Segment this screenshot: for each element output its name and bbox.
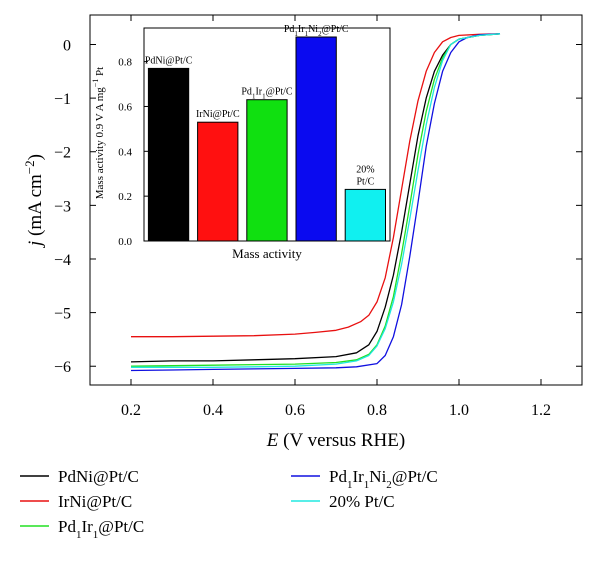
x-tick-label: 0.6 [285, 402, 305, 419]
inset-y-tick-label: 0.2 [118, 191, 132, 203]
x-tick-label: 1.0 [449, 402, 469, 419]
inset-y-tick-label: 0.0 [118, 236, 132, 248]
legend-label-4: Pd1Ir1Ni2@Pt/C [329, 467, 438, 491]
series-line-5 [131, 33, 501, 368]
inset-y-tick-label: 0.8 [118, 57, 132, 69]
bar-label-4: Pd1Ir1Ni2@Pt/C [284, 24, 349, 38]
inset-y-axis-label-tail: Pt [94, 67, 106, 79]
main-plot-frame [89, 14, 583, 386]
y-axis-label-symbol: j [25, 241, 46, 249]
main-chart: 0 −1 −2 −3 −4 −5 −6 0.2 0.4 0.6 0.8 1.0 1.2 E (V ve… [22, 14, 583, 451]
y-axis-label-sup: −2 [22, 160, 37, 174]
legend-label-1: PdNi@Pt/C [58, 467, 139, 486]
y-axis-label-close: ) [25, 154, 46, 160]
y-tick-label: −6 [54, 359, 71, 376]
x-tick-label: 1.2 [531, 402, 551, 419]
y-tick-label: −1 [54, 91, 71, 108]
inset-y-axis-label: Mass activity 0.9 V A mg−1 Pt [91, 67, 106, 200]
bar-label-5: 20% [356, 164, 374, 175]
x-tick-label: 0.4 [203, 402, 223, 419]
series-line-4 [130, 33, 501, 372]
y-tick-label: −3 [54, 198, 71, 215]
bar-label-1: PdNi@Pt/C [145, 55, 193, 66]
x-tick-label: 0.8 [367, 402, 387, 419]
bar-label-2: IrNi@Pt/C [196, 109, 240, 120]
inset-x-axis-label: Mass activity [232, 246, 302, 261]
inset-y-axis-label-sup: −1 [91, 79, 100, 88]
y-tick-label: −5 [54, 306, 71, 323]
bar-5 [344, 188, 387, 242]
x-axis-label-text: (V versus RHE) [278, 430, 405, 451]
bar-label-5: Pt/C [357, 176, 375, 187]
bar-3 [246, 99, 288, 242]
x-tick-label: 0.2 [121, 402, 141, 419]
bar-1 [147, 67, 190, 242]
bar-4 [295, 36, 337, 242]
x-axis-label: E (V versus RHE) [266, 430, 405, 451]
y-axis-label: j (mA cm−2) [22, 154, 46, 249]
main-x-axis: 0.2 0.4 0.6 0.8 1.0 1.2 [121, 15, 551, 419]
main-y-axis: 0 −1 −2 −3 −4 −5 −6 [54, 37, 582, 376]
y-tick-label: −2 [54, 145, 71, 162]
inset-y-axis: 0.0 0.2 0.4 0.6 0.8 [118, 57, 148, 248]
inset-bars [147, 36, 387, 242]
y-tick-label: 0 [63, 37, 71, 54]
legend-label-2: IrNi@Pt/C [58, 492, 132, 511]
x-axis-label-symbol: E [266, 430, 279, 451]
series-line-2 [131, 33, 501, 338]
inset-y-tick-label: 0.6 [118, 101, 132, 113]
legend-label-5: 20% Pt/C [329, 492, 395, 511]
legend-label-3: Pd1Ir1@Pt/C [58, 517, 144, 541]
y-tick-label: −4 [54, 252, 71, 269]
inset-y-tick-label: 0.4 [118, 146, 132, 158]
legend: PdNi@Pt/C IrNi@Pt/C Pd1Ir1@Pt/C Pd1Ir1Ni2@P… [20, 467, 438, 541]
inset-y-axis-label-text: Mass activity 0.9 V A mg [94, 87, 106, 200]
bar-label-3: Pd1Ir1@Pt/C [241, 87, 293, 101]
y-axis-label-text: (mA cm [25, 174, 46, 241]
bar-2 [197, 121, 239, 242]
main-curves [130, 33, 501, 372]
